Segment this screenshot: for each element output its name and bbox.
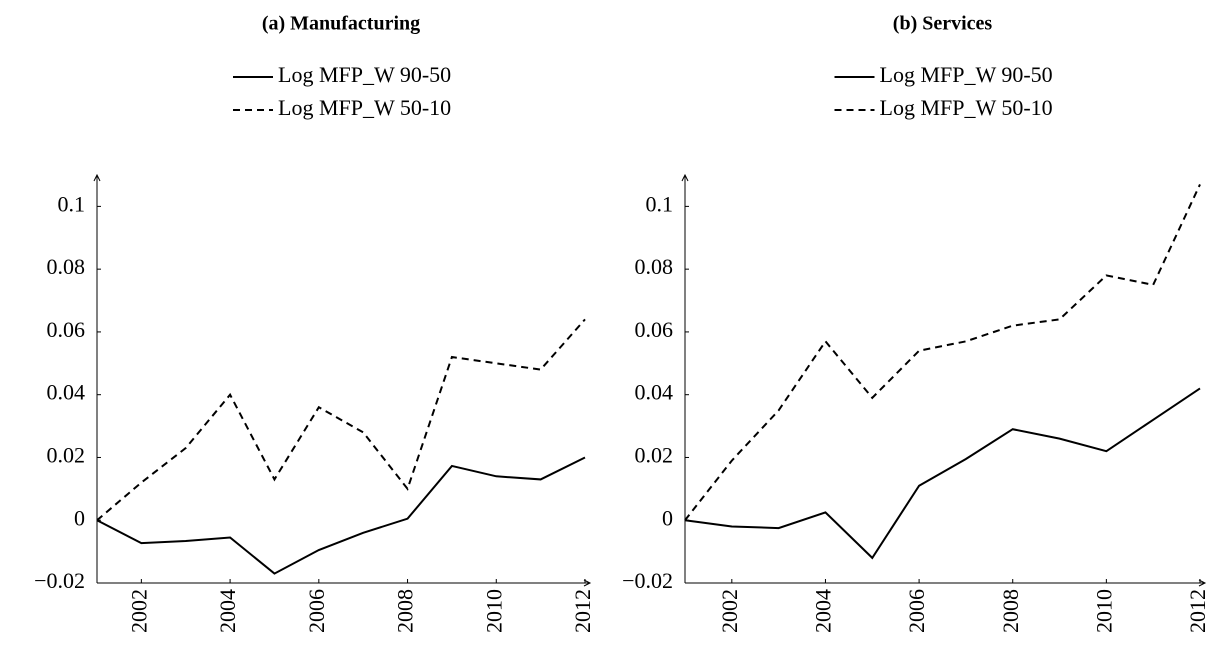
legend-label: Log MFP_W 50-10 bbox=[880, 95, 1053, 120]
x-tick-label: 2004 bbox=[811, 589, 836, 633]
data-line bbox=[96, 456, 586, 575]
x-tick-label: 2008 bbox=[393, 589, 418, 633]
x-tick-label: 2012 bbox=[1185, 589, 1210, 633]
legend-label: Log MFP_W 90-50 bbox=[880, 62, 1053, 87]
y-axis-arrow bbox=[93, 173, 101, 182]
x-tick-label: 2002 bbox=[717, 589, 742, 633]
y-tick-label: −0.02 bbox=[622, 568, 673, 593]
x-tick-label: 2012 bbox=[570, 589, 595, 633]
x-tick-label: 2006 bbox=[304, 589, 329, 633]
y-tick-label: 0.1 bbox=[646, 191, 674, 216]
legend-label: Log MFP_W 50-10 bbox=[278, 95, 451, 120]
chart-title: (b) Services bbox=[893, 13, 993, 35]
x-tick-label: 2010 bbox=[1091, 589, 1116, 633]
y-tick-label: 0 bbox=[662, 505, 673, 530]
x-axis-arrow bbox=[1198, 579, 1207, 587]
y-tick-label: 0.02 bbox=[47, 443, 86, 468]
y-tick-label: 0.08 bbox=[47, 254, 86, 279]
y-tick-label: 0.06 bbox=[47, 317, 86, 342]
y-axis-arrow bbox=[681, 173, 689, 182]
y-tick-label: 0.08 bbox=[635, 254, 674, 279]
y-tick-label: 0.02 bbox=[635, 443, 674, 468]
x-tick-label: 2006 bbox=[904, 589, 929, 633]
y-tick-label: 0.04 bbox=[635, 380, 674, 405]
legend-label: Log MFP_W 90-50 bbox=[278, 62, 451, 87]
data-line bbox=[684, 183, 1201, 521]
y-tick-label: 0.1 bbox=[58, 191, 86, 216]
x-tick-label: 2004 bbox=[215, 589, 240, 633]
chart-title: (a) Manufacturing bbox=[262, 13, 420, 35]
y-tick-label: 0 bbox=[74, 505, 85, 530]
data-line bbox=[96, 318, 586, 521]
x-tick-label: 2010 bbox=[481, 589, 506, 633]
y-tick-label: 0.04 bbox=[47, 380, 86, 405]
x-tick-label: 2002 bbox=[126, 589, 151, 633]
y-tick-label: −0.02 bbox=[34, 568, 85, 593]
x-axis-arrow bbox=[583, 579, 592, 587]
data-line bbox=[684, 387, 1201, 560]
x-tick-label: 2008 bbox=[998, 589, 1023, 633]
y-tick-label: 0.06 bbox=[635, 317, 674, 342]
